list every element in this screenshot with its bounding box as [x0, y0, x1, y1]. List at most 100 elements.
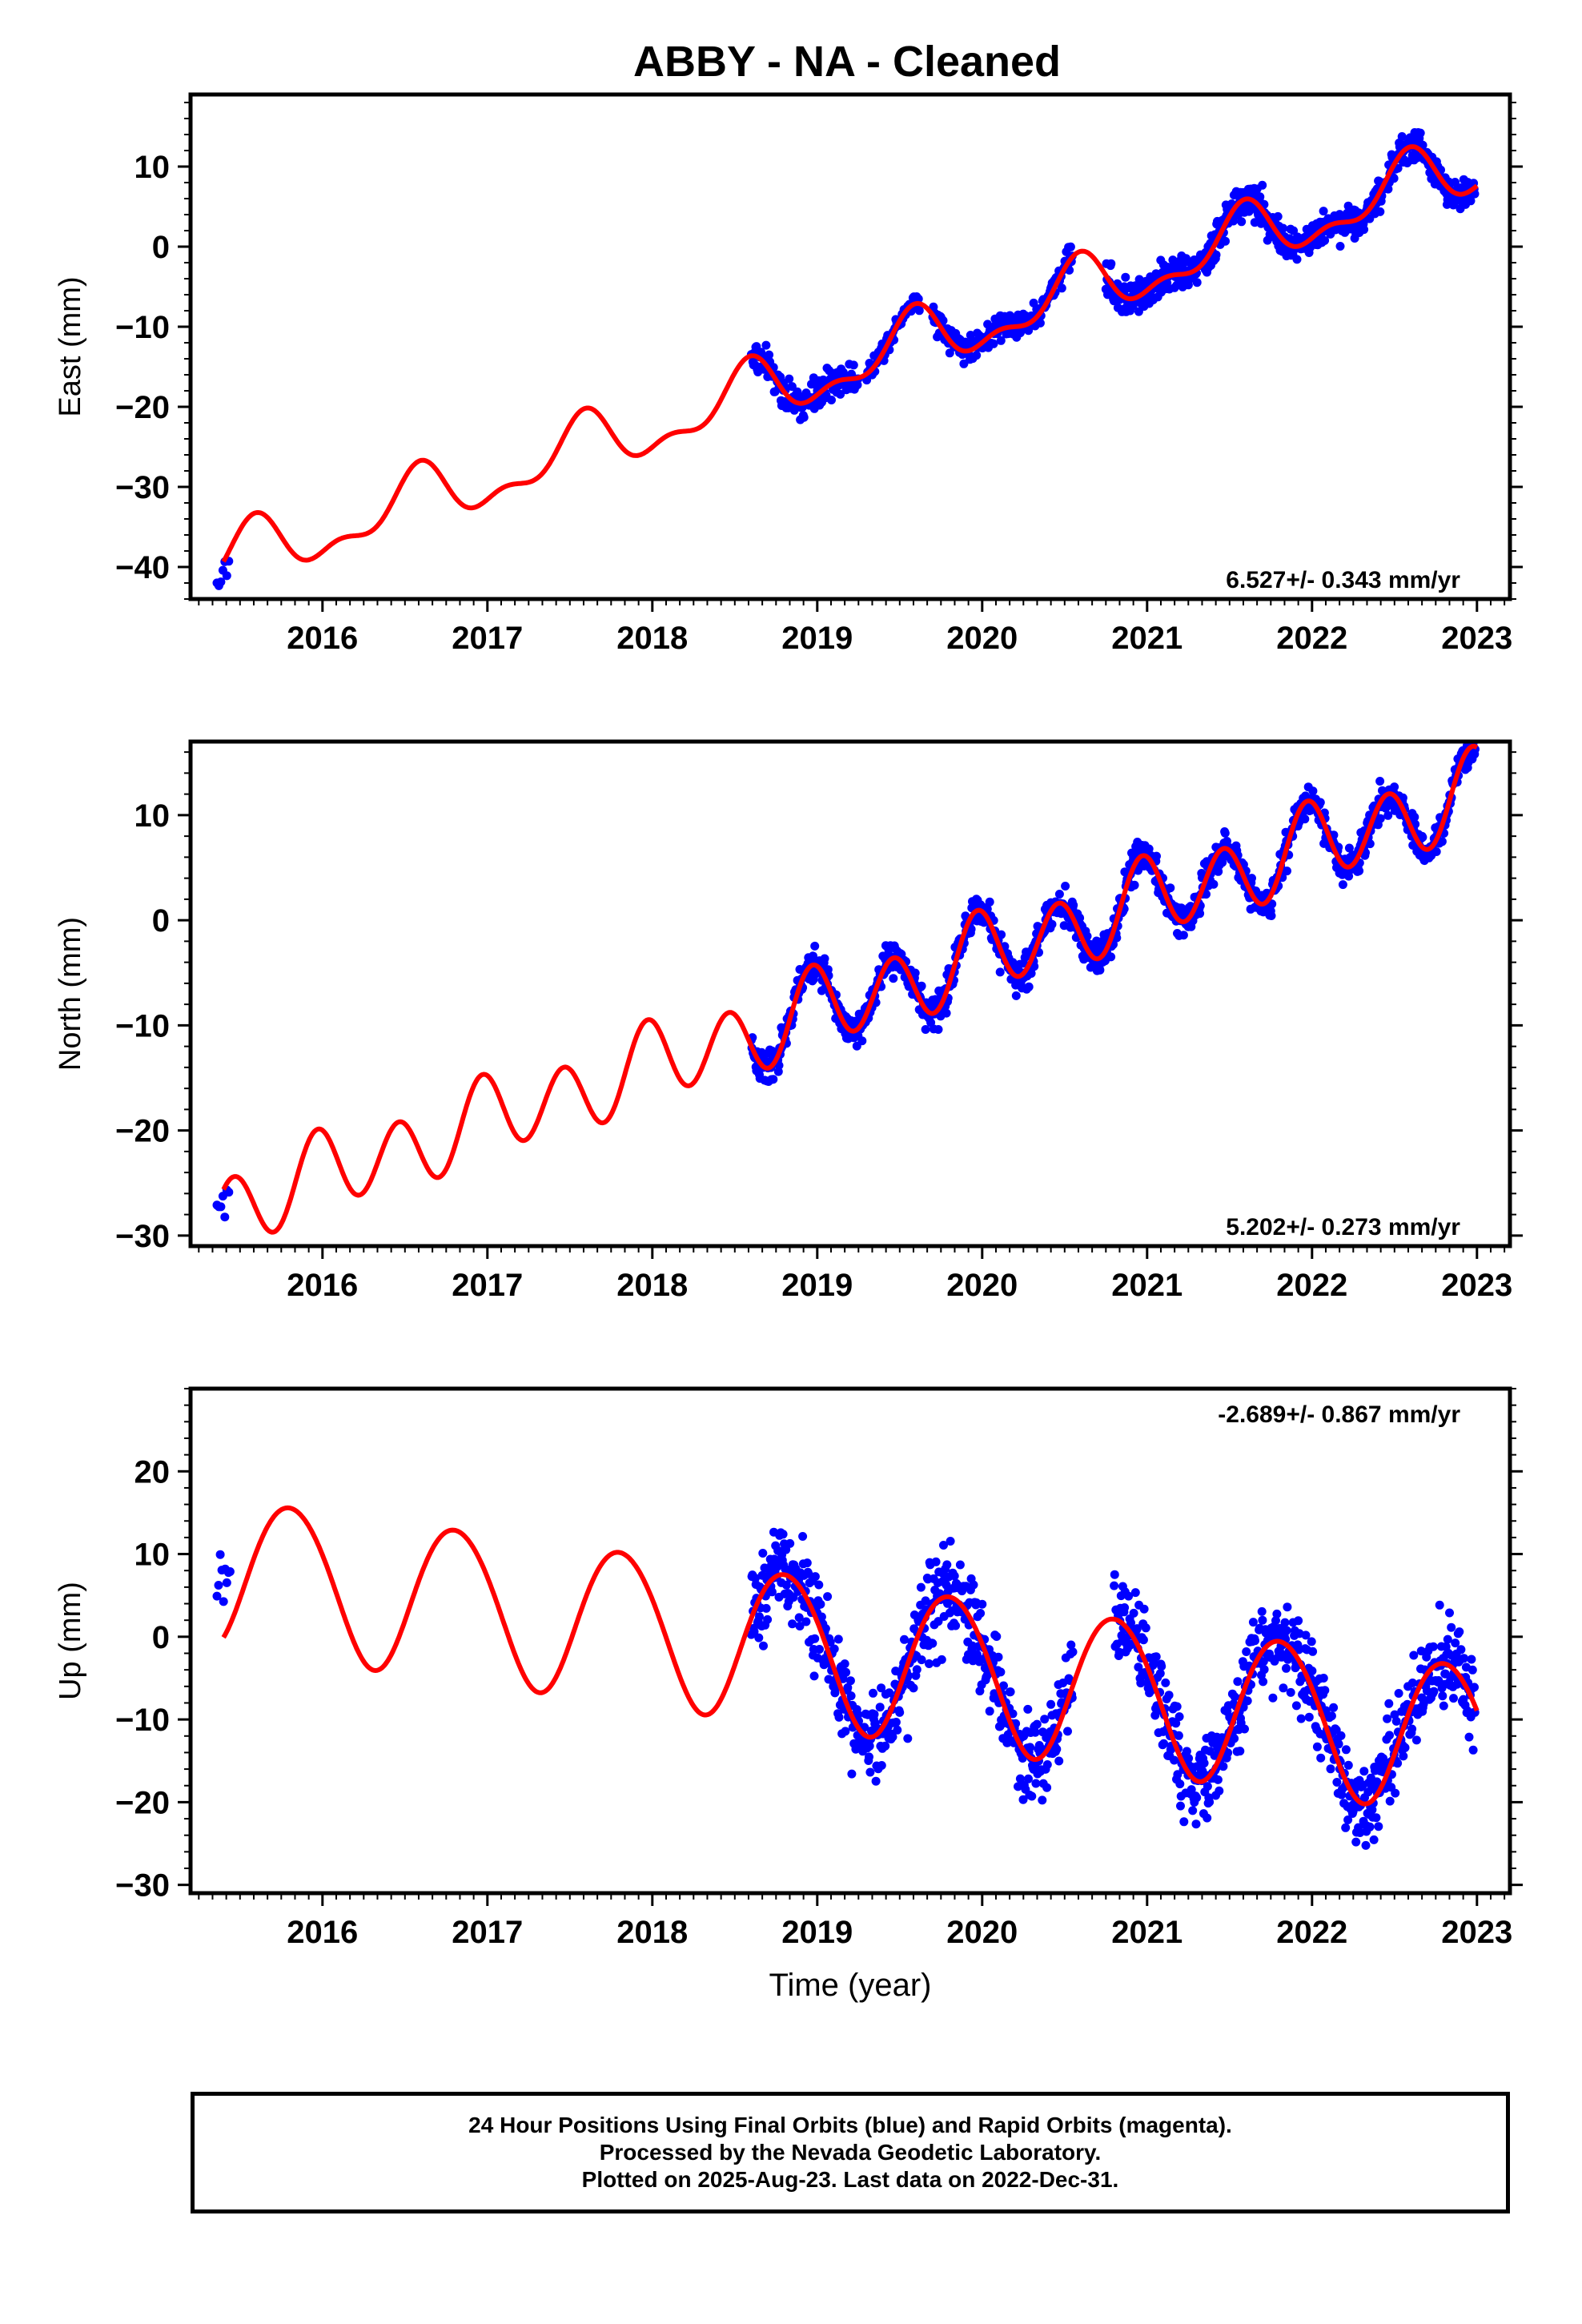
rate-label: 6.527+/- 0.343 mm/yr	[1226, 567, 1460, 593]
x-tick-label: 2022	[1276, 1915, 1347, 1950]
data-point	[877, 1761, 886, 1770]
data-point	[1470, 1683, 1479, 1692]
x-axis-east: 2016 2017 2018 2019 2020 2021 2022 2023	[198, 599, 1512, 656]
data-point	[836, 389, 845, 399]
data-point	[1139, 1604, 1149, 1614]
data-point	[1054, 1756, 1064, 1766]
data-point	[1054, 890, 1064, 899]
data-point	[1344, 843, 1354, 853]
data-point	[1291, 1701, 1301, 1711]
data-point	[840, 1659, 849, 1669]
data-point	[934, 1025, 943, 1034]
data-point	[761, 340, 771, 350]
data-point	[985, 1707, 994, 1716]
data-point	[1159, 1739, 1169, 1748]
y-axis-label: North (mm)	[54, 917, 87, 1071]
data-point	[1374, 1822, 1383, 1831]
data-point	[781, 1580, 791, 1590]
x-tick-label: 2021	[1111, 1268, 1182, 1303]
data-point	[1150, 1711, 1160, 1720]
y-tick-label: 0	[152, 1620, 170, 1655]
data-point	[1304, 1712, 1314, 1722]
data-point	[913, 294, 923, 304]
x-tick-label: 2017	[452, 621, 523, 656]
data-point	[938, 316, 948, 325]
data-point	[1047, 919, 1057, 929]
data-point	[1390, 782, 1399, 792]
y-tick-label: −40	[115, 550, 170, 585]
data-point	[914, 306, 924, 316]
data-point	[1211, 250, 1221, 259]
data-point	[1307, 1637, 1316, 1647]
rate-label: -2.689+/- 0.867 mm/yr	[1218, 1401, 1460, 1428]
data-point	[815, 1645, 824, 1654]
data-point	[1195, 909, 1205, 919]
data-point	[1410, 812, 1419, 822]
data-point	[871, 1776, 881, 1786]
data-point	[1379, 1761, 1389, 1770]
data-point	[995, 967, 1005, 977]
data-points-east	[212, 128, 1480, 590]
x-tick-label: 2021	[1111, 1915, 1182, 1950]
data-point	[1296, 1714, 1306, 1723]
plot-frame-north	[188, 739, 1512, 1248]
data-point	[1223, 1748, 1233, 1758]
data-point	[212, 1591, 222, 1601]
data-point	[1144, 844, 1154, 854]
figure-title: ABBY - NA - Cleaned	[633, 38, 1061, 86]
data-point	[1301, 1630, 1311, 1640]
y-tick-label: 20	[135, 1454, 171, 1490]
y-tick-label: −20	[115, 390, 170, 425]
data-point	[1355, 866, 1364, 875]
data-point	[1068, 1647, 1078, 1657]
data-point	[1332, 1778, 1342, 1787]
data-point	[1155, 1669, 1165, 1679]
data-point	[1114, 1647, 1124, 1657]
data-point	[903, 1734, 913, 1743]
data-point	[934, 1617, 943, 1626]
data-point	[215, 1550, 225, 1559]
data-point	[997, 930, 1006, 939]
data-point	[810, 1572, 820, 1582]
data-point	[1106, 259, 1116, 268]
data-point	[1027, 1791, 1037, 1801]
data-point	[989, 339, 998, 348]
data-point	[1192, 278, 1202, 287]
data-point	[1359, 225, 1369, 235]
data-point	[1294, 1616, 1303, 1626]
data-point	[1383, 810, 1393, 820]
data-point	[1215, 1786, 1224, 1795]
data-point	[827, 396, 836, 404]
data-point	[1258, 180, 1267, 190]
data-point	[942, 1560, 952, 1570]
data-point	[1026, 969, 1036, 978]
data-point	[1164, 1691, 1174, 1700]
model-curve-east	[221, 144, 1479, 563]
panel-north: 2016 2017 2018 2019 2020 2021 2022 2023 −30 −20 −1…	[54, 739, 1523, 1303]
data-point	[1397, 132, 1407, 141]
data-point	[1407, 1724, 1417, 1734]
data-point	[1312, 1742, 1322, 1751]
data-point	[1035, 318, 1045, 328]
caption-line-1: 24 Hour Positions Using Final Orbits (bl…	[468, 2113, 1232, 2137]
data-point	[1257, 1606, 1267, 1616]
data-point	[847, 1769, 857, 1779]
data-point	[921, 1596, 930, 1606]
data-point	[1247, 874, 1256, 883]
data-point	[1030, 1727, 1040, 1737]
data-point	[1320, 235, 1330, 245]
data-point	[1359, 1767, 1369, 1776]
x-tick-label: 2018	[616, 1268, 688, 1303]
data-point	[1220, 828, 1230, 838]
data-point	[1130, 1588, 1140, 1598]
data-point	[1243, 1696, 1252, 1706]
x-tick-label: 2022	[1276, 1268, 1347, 1303]
data-point	[1315, 798, 1325, 807]
data-point	[846, 1691, 856, 1701]
data-point	[1327, 1711, 1336, 1721]
plot-area-east	[212, 128, 1480, 590]
data-point	[912, 1665, 921, 1675]
data-point	[801, 1617, 811, 1626]
data-point	[996, 336, 1006, 345]
